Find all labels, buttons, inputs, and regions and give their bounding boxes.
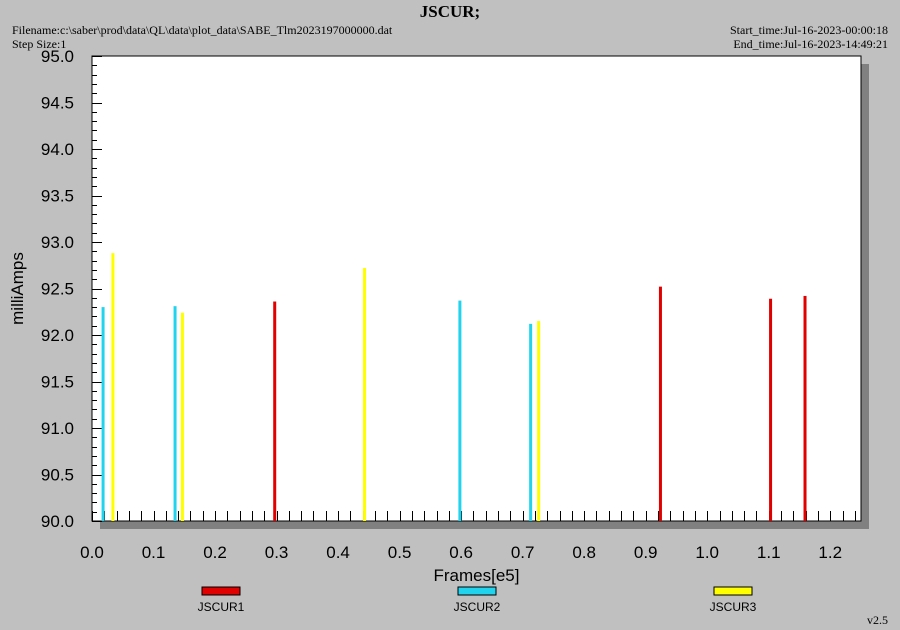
y-tick-label: 90.0 [41,512,74,531]
y-tick-label: 91.5 [41,373,74,392]
legend-label: JSCUR3 [710,600,757,614]
y-tick-label: 93.5 [41,187,74,206]
x-tick-label: 0.3 [265,543,289,562]
x-tick-label: 0.7 [511,543,535,562]
x-tick-label: 0.0 [80,543,104,562]
x-tick-label: 1.0 [695,543,719,562]
y-tick-label: 92.5 [41,280,74,299]
x-tick-label: 0.5 [388,543,412,562]
data-bar-jscur3 [537,321,541,521]
y-tick-label: 94.0 [41,140,74,159]
data-bar-jscur2 [101,307,105,521]
x-tick-label: 0.1 [142,543,166,562]
x-tick-label: 0.2 [203,543,227,562]
legend-label: JSCUR1 [198,600,245,614]
chart-title: JSCUR; [419,2,481,21]
data-bar-jscur2 [173,306,177,521]
x-axis-label: Frames[e5] [434,566,520,585]
data-bar-jscur1 [273,301,277,521]
y-axis-label: milliAmps [8,252,27,325]
y-tick-label: 95.0 [41,47,74,66]
legend-label: JSCUR2 [454,600,501,614]
x-tick-label: 1.2 [818,543,842,562]
y-tick-label: 91.0 [41,419,74,438]
x-tick-label: 1.1 [757,543,781,562]
data-bar-jscur2 [458,300,462,521]
data-bar-jscur3 [180,312,184,521]
x-tick-label: 0.6 [449,543,473,562]
x-tick-label: 0.4 [326,543,350,562]
data-bar-jscur2 [529,323,533,521]
data-bar-jscur1 [803,295,807,521]
data-bar-jscur3 [111,253,115,521]
step-size-label: Step Size:1 [12,37,67,51]
y-tick-label: 93.0 [41,233,74,252]
x-tick-label: 0.8 [572,543,596,562]
data-bar-jscur1 [769,298,773,521]
legend-swatch [201,586,241,596]
legend-swatch [457,586,497,596]
y-tick-label: 94.5 [41,94,74,113]
legend-swatch [713,586,753,596]
y-tick-label: 90.5 [41,466,74,485]
y-tick-label: 92.0 [41,326,74,345]
version-label: v2.5 [867,613,888,627]
filename-label: Filename:c:\saber\prod\data\QL\data\plot… [12,23,393,37]
data-bar-jscur1 [658,286,662,521]
data-bar-jscur3 [363,268,367,521]
start-time-label: Start_time:Jul-16-2023-00:00:18 [730,23,888,37]
plot-area [91,55,862,522]
end-time-label: End_time:Jul-16-2023-14:49:21 [733,37,888,51]
x-tick-label: 0.9 [634,543,658,562]
